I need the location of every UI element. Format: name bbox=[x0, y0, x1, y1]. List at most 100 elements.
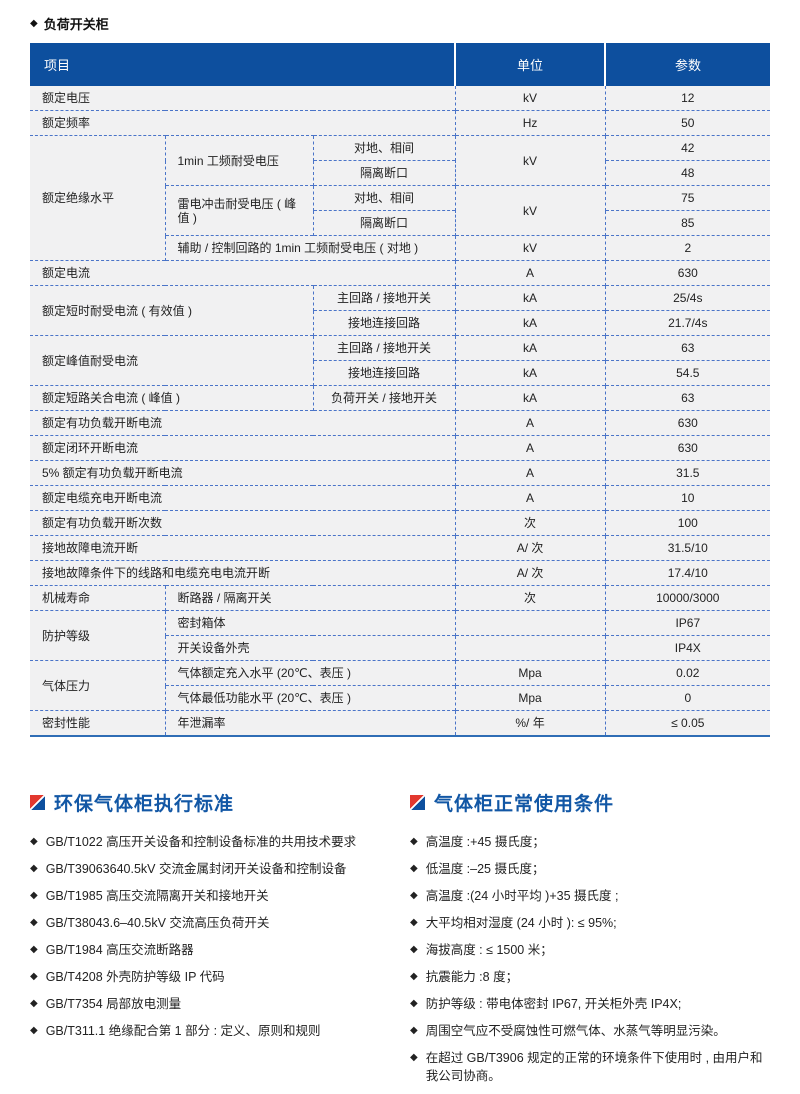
spec-detail-cell: 对地、相间 bbox=[312, 135, 456, 161]
diamond-bullet-icon: ◆ bbox=[30, 944, 38, 955]
table-row: 气体压力 气体额定充入水平 (20℃、表压 ) Mpa 0.02 bbox=[30, 660, 771, 711]
spec-unit-cell: A/ 次 bbox=[454, 560, 606, 586]
diamond-bullet-icon: ◆ bbox=[30, 1025, 38, 1036]
spec-value-cell: 50 bbox=[604, 110, 771, 136]
table-row: 额定电缆充电开断电流 A 10 bbox=[30, 485, 771, 511]
spec-value-cell: 630 bbox=[604, 260, 771, 286]
diamond-bullet-icon: ◆ bbox=[30, 836, 38, 847]
spec-group-cell: 防护等级 bbox=[30, 610, 165, 661]
list-item-text: GB/T311.1 绝缘配合第 1 部分 : 定义、原则和规则 bbox=[45, 1024, 321, 1038]
spec-group-cell: 额定峰值耐受电流 bbox=[30, 335, 313, 386]
list-item: ◆ GB/T4208 外壳防护等级 IP 代码 bbox=[30, 968, 402, 986]
spec-value-cell: 42 bbox=[604, 135, 771, 161]
list-item-text: 高温度 :+45 摄氏度； bbox=[425, 835, 545, 849]
header-value: 参数 bbox=[604, 43, 771, 86]
spec-detail-cell: 负荷开关 / 接地开关 bbox=[312, 385, 456, 411]
list-item: ◆ 海拔高度 : ≤ 1500 米； bbox=[410, 941, 770, 959]
red-blue-square-icon bbox=[410, 795, 425, 810]
list-item: ◆ 在超过 GB/T3906 规定的正常的环境条件下使用时 , 由用户和我公司协商… bbox=[410, 1049, 770, 1085]
spec-unit-cell: %/ 年 bbox=[454, 710, 606, 737]
spec-value-cell: 63 bbox=[604, 335, 771, 361]
standards-heading: 环保气体柜执行标准 bbox=[30, 789, 402, 816]
diamond-bullet-icon: ◆ bbox=[30, 890, 38, 901]
diamond-bullet-icon: ◆ bbox=[30, 18, 38, 29]
list-item: ◆ 高温度 :+45 摄氏度； bbox=[410, 833, 770, 851]
spec-unit-cell: kA bbox=[454, 335, 606, 361]
list-item-text: GB/T38043.6–40.5kV 交流高压负荷开关 bbox=[45, 916, 270, 930]
spec-value-cell: 21.7/4s bbox=[604, 310, 771, 336]
spec-header-row: 项目 单位 参数 bbox=[30, 43, 771, 86]
conditions-list: ◆ 高温度 :+45 摄氏度； ◆ 低温度 :–25 摄氏度； ◆ 高温度 :(24 … bbox=[410, 833, 770, 1085]
spec-detail-cell: 主回路 / 接地开关 bbox=[312, 335, 456, 361]
table-row: 额定有功负载开断次数 次 100 bbox=[30, 510, 771, 536]
spec-sub-cell: 气体额定充入水平 (20℃、表压 ) bbox=[164, 660, 456, 686]
table-row: 额定绝缘水平 1min 工频耐受电压 对地、相间 kV 42 bbox=[30, 135, 771, 261]
diamond-bullet-icon: ◆ bbox=[410, 998, 418, 1009]
standards-title: 环保气体柜执行标准 bbox=[54, 794, 235, 815]
spec-detail-cell: 隔离断口 bbox=[312, 160, 456, 186]
conditions-heading: 气体柜正常使用条件 bbox=[410, 789, 770, 816]
diamond-bullet-icon: ◆ bbox=[410, 890, 418, 901]
list-item: ◆ 防护等级 : 带电体密封 IP67, 开关柜外壳 IP4X; bbox=[410, 995, 770, 1013]
list-item: ◆ GB/T38043.6–40.5kV 交流高压负荷开关 bbox=[30, 914, 402, 932]
list-item-text: 周围空气应不受腐蚀性可燃气体、水蒸气等明显污染。 bbox=[425, 1024, 726, 1038]
list-item: ◆ 周围空气应不受腐蚀性可燃气体、水蒸气等明显污染。 bbox=[410, 1022, 770, 1040]
table-row: 额定有功负载开断电流 A 630 bbox=[30, 410, 771, 436]
list-item-text: 海拔高度 : ≤ 1500 米； bbox=[425, 943, 553, 957]
spec-group-cell: 气体压力 bbox=[30, 660, 165, 711]
table-row: 额定电流 A 630 bbox=[30, 260, 771, 286]
spec-sub-cell: 年泄漏率 bbox=[164, 710, 456, 737]
conditions-section: 气体柜正常使用条件 ◆ 高温度 :+45 摄氏度； ◆ 低温度 :–25 摄氏度； … bbox=[402, 789, 770, 1094]
spec-unit-cell: A/ 次 bbox=[454, 535, 606, 561]
spec-value-cell: 31.5 bbox=[604, 460, 771, 486]
spec-value-cell: 2 bbox=[604, 235, 771, 261]
red-blue-square-icon bbox=[30, 795, 45, 810]
standards-list: ◆ GB/T1022 高压开关设备和控制设备标准的共用技术要求 ◆ GB/T3906… bbox=[30, 833, 402, 1040]
header-item: 项目 bbox=[30, 43, 456, 86]
spec-sub-cell: 开关设备外壳 bbox=[164, 635, 456, 661]
conditions-title: 气体柜正常使用条件 bbox=[434, 794, 615, 815]
spec-unit-cell: kA bbox=[454, 285, 606, 311]
header-unit: 单位 bbox=[454, 43, 606, 86]
spec-detail-cell: 接地连接回路 bbox=[312, 310, 456, 336]
spec-unit-cell: kV bbox=[454, 86, 606, 111]
spec-item-cell: 额定有功负载开断电流 bbox=[30, 410, 456, 436]
table-row: 机械寿命 断路器 / 隔离开关 次 10000/3000 bbox=[30, 585, 771, 611]
spec-sub-cell: 密封箱体 bbox=[164, 610, 456, 636]
list-item-text: 防护等级 : 带电体密封 IP67, 开关柜外壳 IP4X; bbox=[425, 997, 682, 1011]
diamond-bullet-icon: ◆ bbox=[410, 1052, 418, 1063]
list-item: ◆ GB/T311.1 绝缘配合第 1 部分 : 定义、原则和规则 bbox=[30, 1022, 402, 1040]
list-item: ◆ GB/T1985 高压交流隔离开关和接地开关 bbox=[30, 887, 402, 905]
list-item-text: GB/T1985 高压交流隔离开关和接地开关 bbox=[45, 889, 269, 903]
spec-value-cell: 630 bbox=[604, 410, 771, 436]
spec-item-cell: 额定电压 bbox=[30, 86, 456, 111]
spec-unit-cell: A bbox=[454, 435, 606, 461]
spec-value-cell: 12 bbox=[604, 86, 771, 111]
table-row: 气体最低功能水平 (20℃、表压 ) Mpa 0 bbox=[30, 685, 771, 711]
table-row: 隔离断口 48 bbox=[30, 160, 771, 186]
spec-unit-cell: kA bbox=[454, 385, 606, 411]
spec-unit-cell: 次 bbox=[454, 510, 606, 536]
table-row: 接地连接回路 kA 21.7/4s bbox=[30, 310, 771, 336]
spec-value-cell: 54.5 bbox=[604, 360, 771, 386]
list-item: ◆ 高温度 :(24 小时平均 )+35 摄氏度 ; bbox=[410, 887, 770, 905]
list-item-text: 抗震能力 :8 度； bbox=[425, 970, 519, 984]
spec-unit-cell: Hz bbox=[454, 110, 606, 136]
spec-detail-cell: 对地、相间 bbox=[312, 185, 456, 211]
table-row: 额定电压 kV 12 bbox=[30, 86, 771, 111]
spec-value-cell: 17.4/10 bbox=[604, 560, 771, 586]
diamond-bullet-icon: ◆ bbox=[410, 1025, 418, 1036]
table-row: 5% 额定有功负载开断电流 A 31.5 bbox=[30, 460, 771, 486]
list-item: ◆ GB/T7354 局部放电测量 bbox=[30, 995, 402, 1013]
spec-unit-cell bbox=[454, 610, 606, 636]
table-row: 密封性能 年泄漏率 %/ 年 ≤ 0.05 bbox=[30, 710, 771, 737]
spec-sub-cell: 断路器 / 隔离开关 bbox=[164, 585, 456, 611]
spec-unit-cell: A bbox=[454, 260, 606, 286]
table-row: 接地连接回路 kA 54.5 bbox=[30, 360, 771, 386]
spec-unit-cell: Mpa bbox=[454, 685, 606, 711]
list-item-text: 低温度 :–25 摄氏度； bbox=[425, 862, 545, 876]
spec-value-cell: ≤ 0.05 bbox=[604, 710, 771, 737]
table-row: 额定峰值耐受电流 主回路 / 接地开关 kA 63 bbox=[30, 335, 771, 386]
spec-value-cell: 85 bbox=[604, 210, 771, 236]
list-item: ◆ 大平均相对湿度 (24 小时 ): ≤ 95%; bbox=[410, 914, 770, 932]
